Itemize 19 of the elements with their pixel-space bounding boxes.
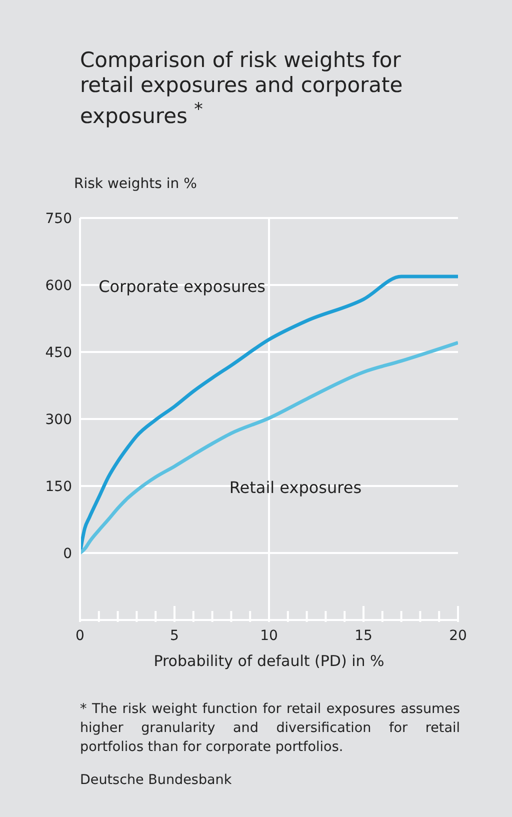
y-tick-label: 150 (45, 478, 72, 495)
x-tick-label: 15 (354, 628, 372, 644)
chart-title: Comparison of risk weights for retail exposures and corporate exposures $^{*}$ (80, 48, 404, 129)
y-tick-label: 600 (45, 278, 72, 294)
text: Deutsche Bundesbank (80, 771, 233, 790)
text: * The risk weight function for retail exposures assumes higher granularity and diversification for retail portfolios than for corporate portfolios. (80, 700, 460, 757)
x-tick-label: 10 (260, 628, 278, 644)
x-tick-label: 20 (449, 628, 467, 644)
x-tick-label: 0 (76, 628, 84, 644)
text: Corporate exposures (98, 277, 266, 296)
x-axis-title: Probability of default (PD) in % (152, 652, 386, 670)
y-tick-label: 750 (45, 210, 72, 227)
line-series (80, 340, 458, 555)
y-tick-label: 450 (45, 344, 72, 361)
x-tick-label: 5 (170, 628, 179, 644)
y-tick-label: 0 (63, 546, 72, 562)
y-tick-label: 300 (45, 412, 72, 428)
text: Retail exposures (229, 478, 362, 498)
y-axis-title: Risk weights in % (74, 176, 197, 192)
